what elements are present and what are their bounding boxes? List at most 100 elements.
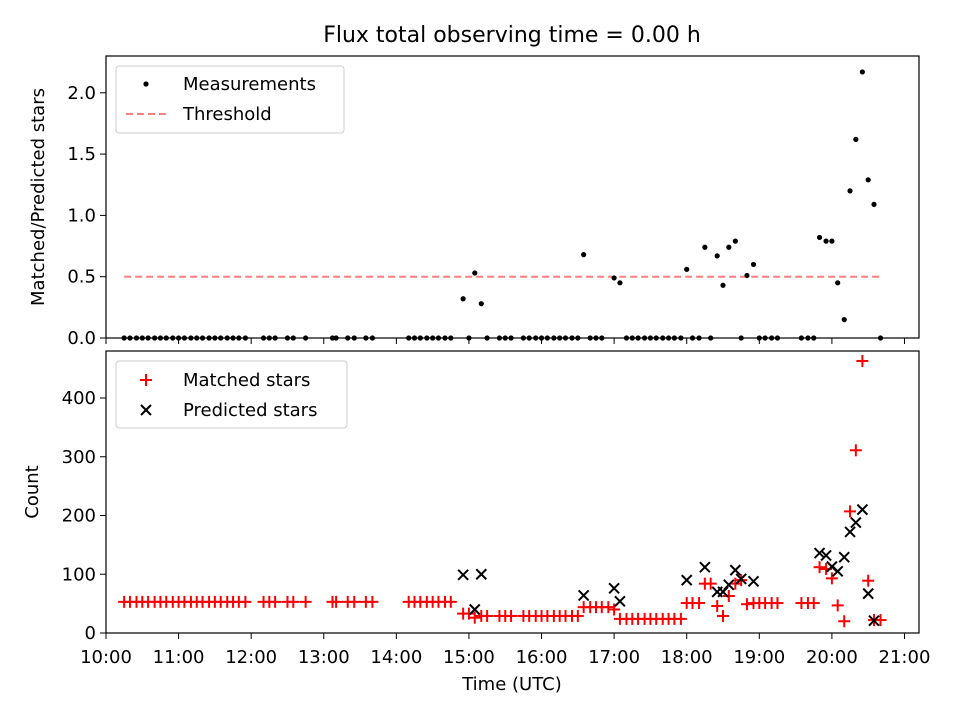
predicted-star-point bbox=[723, 579, 735, 591]
top-y-tick-label: 0.5 bbox=[67, 267, 96, 288]
bottom-y-tick-label: 100 bbox=[62, 564, 96, 585]
legend-label-threshold: Threshold bbox=[182, 104, 272, 125]
matched-star-point bbox=[807, 597, 820, 610]
predicted-star-point bbox=[747, 575, 760, 588]
bottom-legend-box bbox=[115, 360, 348, 429]
matched-star-point bbox=[717, 609, 730, 622]
measurement-point bbox=[823, 238, 829, 244]
legend-marker-predicted bbox=[140, 404, 152, 416]
matched-star-point bbox=[831, 599, 844, 612]
x-tick-label: 11:00 bbox=[153, 647, 205, 668]
matched-star-point bbox=[874, 614, 887, 627]
legend-label-measurements: Measurements bbox=[183, 74, 316, 95]
predicted-star-point bbox=[469, 603, 481, 616]
top-legend-box bbox=[115, 65, 345, 134]
top-y-ticks: 0.0 0.5 1.0 1.5 2.0 bbox=[67, 83, 106, 349]
legend-marker-matched bbox=[140, 374, 152, 386]
matched-star-point bbox=[844, 505, 857, 518]
x-tick-label: 13:00 bbox=[298, 647, 350, 668]
top-y-axis-label: Matched/Predicted stars bbox=[28, 88, 49, 306]
matched-star-point bbox=[602, 601, 615, 614]
measurement-point bbox=[750, 261, 757, 268]
measurement-point bbox=[684, 266, 690, 272]
matched-star-point bbox=[825, 572, 838, 585]
top-y-tick-label: 1.5 bbox=[67, 144, 96, 165]
measurement-point bbox=[472, 270, 478, 276]
matched-star-point bbox=[856, 354, 869, 367]
x-tick-label: 19:00 bbox=[733, 647, 785, 668]
matched-star-point bbox=[740, 598, 753, 611]
measurement-point bbox=[611, 275, 617, 281]
predicted-star-point bbox=[614, 595, 626, 607]
measurement-point bbox=[726, 244, 732, 250]
predicted-star-point bbox=[868, 614, 880, 627]
matched-star-point bbox=[330, 595, 343, 608]
legend-marker-measurements bbox=[143, 81, 149, 87]
matched-star-point bbox=[674, 612, 687, 625]
matched-star-point bbox=[862, 574, 875, 587]
matched-star-point bbox=[849, 444, 862, 457]
measurement-point bbox=[720, 282, 726, 288]
predicted-star-point bbox=[850, 516, 862, 529]
predicted-star-point bbox=[577, 589, 590, 602]
measurement-point bbox=[841, 317, 847, 323]
bottom-y-tick-label: 0 bbox=[85, 623, 96, 644]
matched-star-point bbox=[813, 561, 826, 574]
measurement-point bbox=[617, 280, 623, 286]
x-tick-label: 12:00 bbox=[225, 647, 277, 668]
predicted-star-point bbox=[681, 574, 693, 586]
x-tick-label: 14:00 bbox=[370, 647, 422, 668]
predicted-star-point bbox=[831, 565, 844, 578]
bottom-x-ticks: 10:00 11:00 12:00 13:00 14:00 15:00 16:00 17:00… bbox=[80, 633, 930, 668]
matched-star-point bbox=[269, 595, 282, 608]
matched-star-point bbox=[348, 595, 361, 608]
top-panel: 0.00.51.01.52.0 Matched/Predicted stars … bbox=[28, 55, 920, 349]
predicted-star-point bbox=[729, 564, 742, 576]
measurement-point bbox=[853, 136, 859, 142]
measurement-point bbox=[847, 188, 853, 194]
x-tick-label: 21:00 bbox=[879, 647, 931, 668]
measurement-point bbox=[702, 244, 708, 250]
measurement-point bbox=[460, 296, 466, 302]
bottom-y-tick-label: 400 bbox=[62, 388, 96, 409]
matched-star-point bbox=[444, 595, 457, 608]
predicted-star-point bbox=[862, 587, 874, 600]
matched-star-point bbox=[239, 595, 252, 608]
matched-star-point bbox=[771, 597, 784, 610]
x-tick-label: 10:00 bbox=[80, 647, 132, 668]
matched-star-point bbox=[704, 577, 717, 590]
matched-star-point bbox=[468, 611, 481, 624]
matched-star-point bbox=[571, 609, 584, 622]
top-y-tick-label: 2.0 bbox=[67, 83, 96, 104]
measurement-point bbox=[581, 252, 587, 258]
measurement-point bbox=[829, 238, 835, 244]
bottom-marks bbox=[118, 354, 887, 628]
bottom-axes-frame bbox=[105, 350, 920, 634]
measurement-point bbox=[732, 238, 738, 244]
predicted-star-point bbox=[608, 582, 620, 595]
top-y-tick-label: 1.0 bbox=[67, 205, 96, 226]
measurement-point bbox=[865, 177, 871, 183]
predicted-star-point bbox=[475, 568, 487, 580]
x-tick-label: 16:00 bbox=[516, 647, 568, 668]
predicted-star-point bbox=[844, 526, 856, 538]
predicted-star-point bbox=[856, 503, 869, 516]
x-tick-label: 15:00 bbox=[443, 647, 495, 668]
measurement-point bbox=[744, 272, 750, 279]
chart-title: Flux total observing time = 0.00 h bbox=[323, 23, 701, 48]
measurement-point bbox=[714, 253, 720, 259]
matched-star-point bbox=[693, 597, 706, 610]
bottom-y-tick-label: 200 bbox=[62, 506, 96, 527]
bottom-y-axis-label: Count bbox=[22, 465, 43, 518]
matched-star-point bbox=[722, 589, 735, 602]
predicted-star-point bbox=[457, 569, 469, 581]
predicted-star-point bbox=[813, 547, 826, 559]
bottom-y-tick-label: 300 bbox=[62, 447, 96, 468]
x-tick-label: 17:00 bbox=[588, 647, 640, 668]
matched-star-point bbox=[711, 599, 724, 612]
top-legend: Measurements Threshold bbox=[115, 65, 345, 134]
predicted-star-point bbox=[838, 551, 850, 563]
top-y-tick-label: 0.0 bbox=[67, 328, 96, 349]
